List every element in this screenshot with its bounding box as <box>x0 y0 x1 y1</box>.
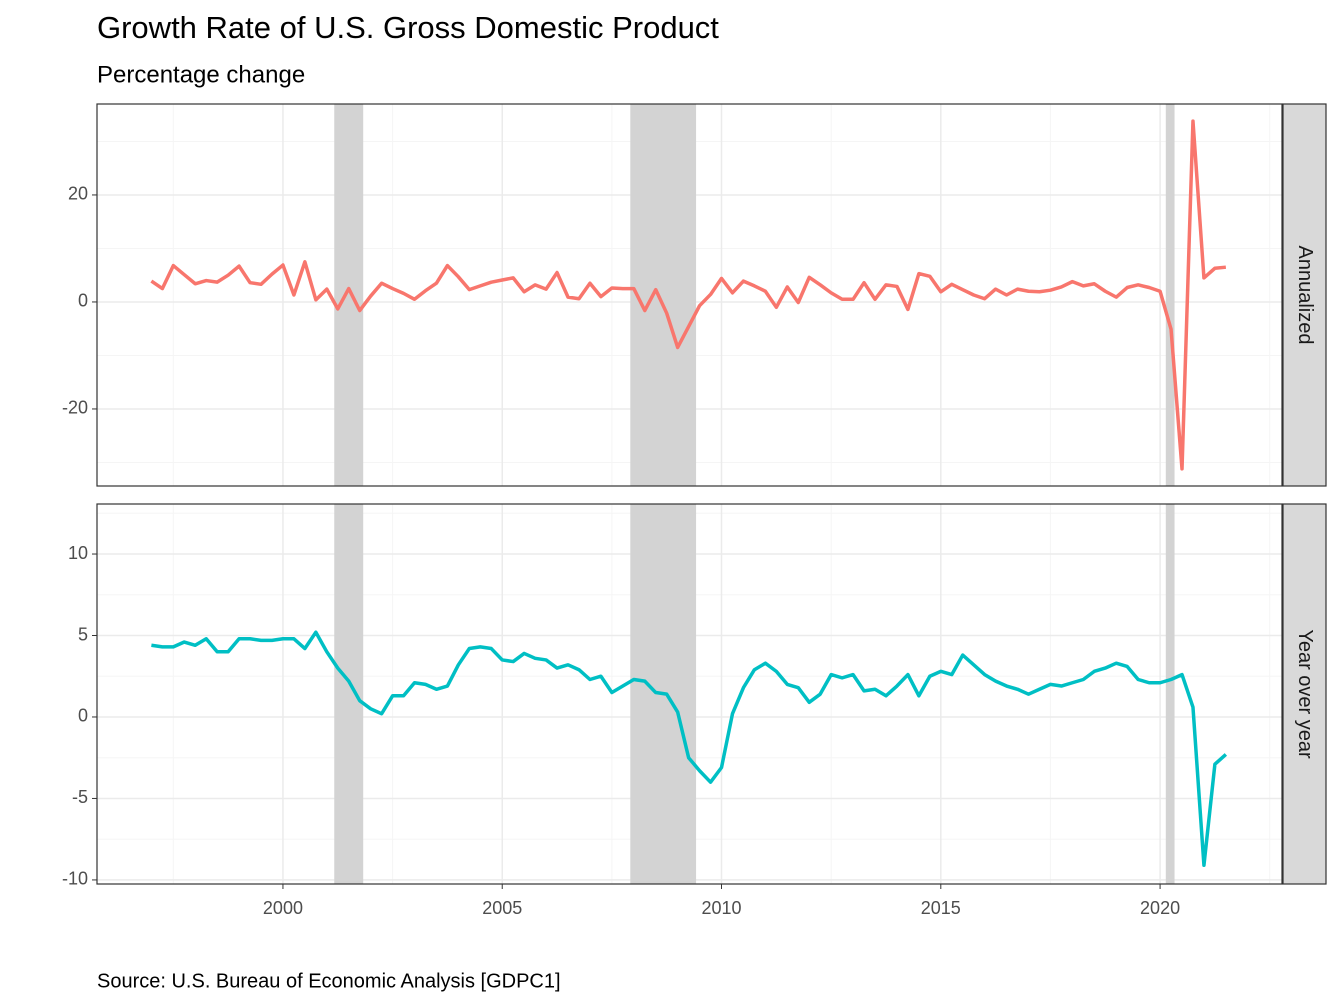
y-tick-label: 5 <box>78 624 88 644</box>
strip <box>1282 103 1327 487</box>
y-tick-label: 10 <box>68 543 88 563</box>
strip <box>1282 503 1327 885</box>
y-tick-label: 0 <box>78 291 88 311</box>
panel-border <box>96 103 1283 487</box>
x-tick-label: 2010 <box>701 898 741 918</box>
chart-subtitle: Percentage change <box>97 61 305 88</box>
y-tick-label: 20 <box>68 184 88 204</box>
x-tick-label: 2020 <box>1140 898 1180 918</box>
y-tick-label: -20 <box>62 398 88 418</box>
recession-band <box>630 104 697 486</box>
recession-band <box>1165 504 1175 884</box>
recession-band <box>334 504 364 884</box>
recession-band <box>1165 104 1175 486</box>
line <box>150 119 1227 471</box>
y-tick-label: -10 <box>62 869 88 889</box>
y-tick-label: 0 <box>78 706 88 726</box>
y-tick-label: -5 <box>72 787 88 807</box>
line <box>151 630 1228 868</box>
chart-title: Growth Rate of U.S. Gross Domestic Produ… <box>97 10 719 45</box>
strip-label: Annualized <box>1294 246 1316 345</box>
caption: Source: U.S. Bureau of Economic Analysis… <box>97 970 561 992</box>
strip-label: Year over year <box>1294 629 1316 759</box>
x-tick-label: 2005 <box>482 898 522 918</box>
panel-border <box>96 503 1283 885</box>
x-tick-label: 2000 <box>263 898 303 918</box>
x-tick-label: 2015 <box>921 898 961 918</box>
recession-band <box>334 104 364 486</box>
